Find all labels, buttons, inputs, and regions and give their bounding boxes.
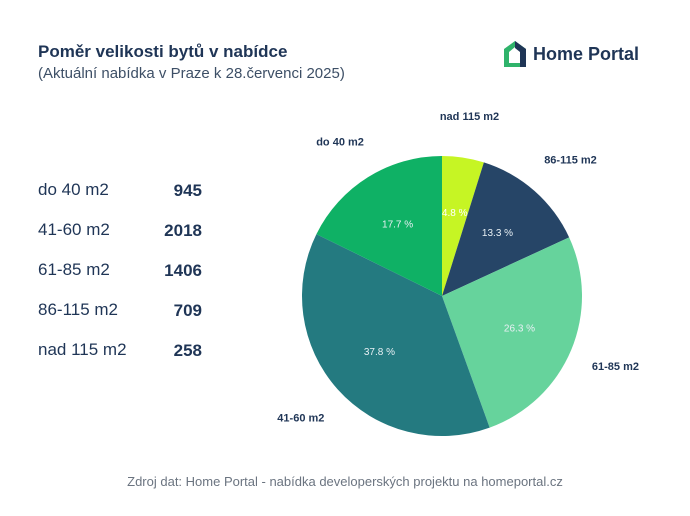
chart-title: Poměr velikosti bytů v nabídce [38,42,288,61]
stat-label: 61-85 m2 [38,260,110,279]
slice-percent-label: 17.7 % [382,220,413,231]
pie-slice [442,162,570,296]
stats-list: do 40 m2 945 41-60 m2 2018 61-85 m2 1406… [38,180,202,380]
slice-category-label: 86-115 m2 [544,154,597,166]
stat-value: 945 [173,181,202,200]
pie-slice [301,234,490,437]
stat-label: do 40 m2 [38,180,109,199]
slice-category-label: nad 115 m2 [440,111,499,123]
slice-percent-label: 13.3 % [482,228,513,239]
stat-label: 41-60 m2 [38,220,110,239]
slice-category-label: do 40 m2 [316,136,364,148]
stat-row: 61-85 m2 1406 [38,260,202,300]
slice-percent-label: 4.8 % [442,208,468,219]
stat-row: nad 115 m2 258 [38,340,202,380]
stat-value: 1406 [164,261,202,280]
stat-label: nad 115 m2 [38,340,127,359]
stat-value: 258 [173,341,202,360]
pie-slice [316,156,442,296]
stat-label: 86-115 m2 [38,300,119,319]
stat-row: do 40 m2 945 [38,180,202,220]
slice-percent-label: 26.3 % [504,323,535,334]
pie-slice [442,156,484,296]
stat-value: 2018 [164,221,202,240]
slice-percent-label: 37.8 % [364,347,395,358]
slice-category-label: 41-60 m2 [277,412,324,424]
pie-slice [442,237,582,428]
source-note: Zdroj dat: Home Portal - nabídka develop… [127,474,563,489]
house-logo-icon [504,41,526,67]
brand-name: Home Portal [533,43,640,64]
chart-subtitle: (Aktuální nabídka v Praze k 28.červenci … [38,65,345,82]
brand-logo[interactable]: Home Portal [503,40,639,68]
stat-row: 41-60 m2 2018 [38,220,202,260]
stat-value: 709 [173,301,202,320]
slice-category-label: 61-85 m2 [592,361,639,373]
stat-row: 86-115 m2 709 [38,300,202,340]
